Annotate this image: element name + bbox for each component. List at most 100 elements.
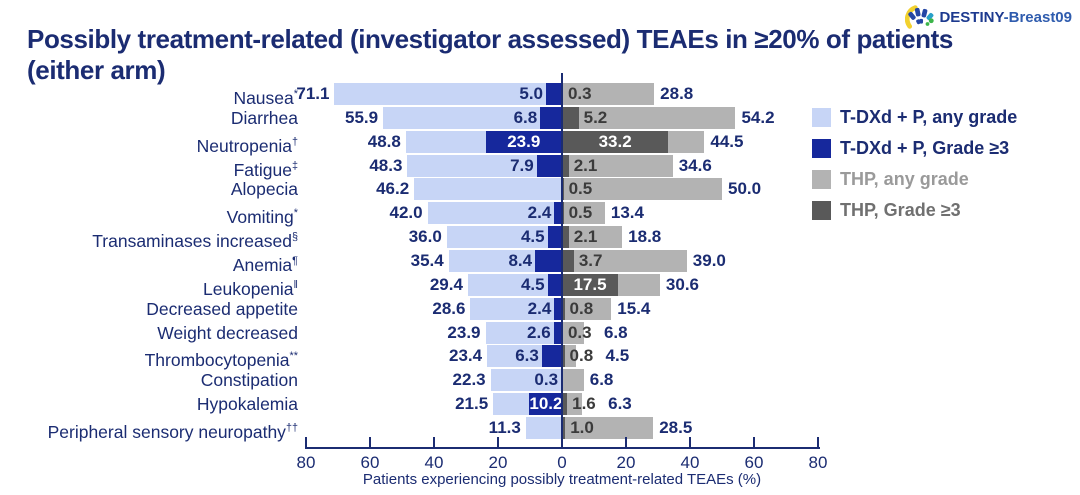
bar-thp-grade3 [562,130,669,153]
category-label: Thrombocytopenia** [144,350,298,371]
value-label-thp-grade3: 33.2 [598,131,632,151]
value-label-tdxd-any-grade: 71.1 [296,84,330,103]
value-label-tdxd-any-grade: 55.9 [345,107,379,127]
x-axis-tick-label: 80 [808,453,828,472]
value-label-tdxd-any-grade: 23.4 [449,346,483,366]
category-label: Vomiting* [226,207,298,228]
value-label-tdxd-grade3: 4.5 [520,274,545,294]
value-label-thp-grade3: 1.0 [570,417,594,437]
bar-tdxd-grade3 [536,154,562,177]
logo-text-rest: -Breast09 [1003,8,1072,26]
category-label: Neutropenia† [196,135,298,156]
title-line-2: (either arm) [27,55,166,85]
bar-thp-any-grade [562,154,673,177]
value-label-tdxd-any-grade: 23.9 [447,322,481,342]
x-axis-tick [497,437,499,449]
category-label: Hypokalemia [196,394,298,415]
value-label-thp-any-grade: 50.0 [728,179,762,199]
category-label: Decreased appetite [146,298,298,319]
legend-label-thp-any-grade: THP, any grade [840,169,969,189]
x-axis-tick [305,437,307,449]
value-label-thp-any-grade: 13.4 [610,203,644,223]
value-label-tdxd-any-grade: 29.4 [429,274,463,294]
value-label-tdxd-grade3: 7.9 [510,155,534,175]
x-axis-tick [625,437,627,449]
destiny-logo-icon [905,5,935,29]
value-label-thp-grade3: 1.6 [572,394,596,414]
legend-swatch-thp-any-grade [812,170,831,189]
value-label-tdxd-any-grade: 46.2 [376,179,410,199]
zero-axis-line [561,73,563,449]
bar-tdxd-any-grade [407,154,562,177]
bar-tdxd-grade3 [547,273,562,296]
bar-tdxd-grade3 [529,393,562,416]
value-label-tdxd-grade3: 8.4 [508,251,533,270]
value-label-thp-any-grade: 6.3 [608,394,632,414]
bar-thp-any-grade [562,297,612,320]
bar-thp-grade3 [562,226,569,249]
legend-label-thp-grade3: THP, Grade ≥3 [840,200,961,220]
bar-thp-grade3 [562,106,579,129]
category-label: Anemia¶ [232,254,298,275]
category-label: Weight decreased [157,322,298,343]
bar-thp-any-grade [562,202,605,225]
x-axis-tick [753,437,755,449]
value-label-tdxd-any-grade: 48.3 [369,155,403,175]
bar-thp-any-grade [562,321,584,344]
bar-thp-grade3 [562,273,618,296]
value-label-tdxd-any-grade: 22.3 [452,370,486,390]
bar-tdxd-any-grade [490,369,562,392]
value-label-thp-any-grade: 28.5 [659,417,693,437]
bar-tdxd-any-grade [525,416,562,439]
x-axis-line [306,447,820,449]
bar-tdxd-any-grade [485,321,562,344]
legend-item-tdxd-grade3: T-DXd + P, Grade ≥3 [812,138,1017,159]
bar-tdxd-grade3 [535,250,562,272]
value-label-tdxd-any-grade: 35.4 [410,251,444,270]
value-label-thp-grade3: 2.1 [573,227,598,247]
value-label-tdxd-grade3: 23.9 [507,131,541,151]
bar-thp-grade3 [562,297,565,320]
value-label-thp-grade3: 0.3 [567,322,592,342]
x-axis-tick-label: 40 [680,453,700,472]
legend-item-thp-any-grade: THP, any grade [812,169,1017,190]
value-label-thp-any-grade: 28.8 [660,84,694,103]
page-title: Possibly treatment-related (investigator… [27,24,953,86]
bar-thp-any-grade [562,178,722,201]
x-axis-tick [369,437,371,449]
value-label-thp-any-grade: 39.0 [692,251,726,270]
value-label-thp-any-grade: 54.2 [741,107,775,127]
value-label-tdxd-grade3: 5.0 [519,84,543,103]
bar-tdxd-grade3 [485,130,562,153]
bar-tdxd-any-grade [467,273,562,296]
bar-tdxd-grade3 [554,202,562,225]
category-label: Leukopenia‖ [203,278,298,299]
value-label-thp-grade3: 0.5 [568,179,593,199]
x-axis-tick-label: 20 [488,453,508,472]
legend-label-tdxd-any-grade: T-DXd + P, any grade [840,107,1018,127]
bar-tdxd-any-grade [448,250,562,272]
bar-thp-any-grade [562,369,584,392]
title-line-1: Possibly treatment-related (investigator… [27,24,953,54]
legend-item-thp-grade3: THP, Grade ≥3 [812,200,1017,221]
destiny-breast09-logo: DESTINY-Breast09 [905,4,1072,30]
x-axis-tick-label: 60 [744,453,764,472]
value-label-tdxd-grade3: 6.3 [515,346,539,366]
value-label-tdxd-any-grade: 21.5 [455,394,489,414]
category-label: Transaminases increased§ [92,230,298,251]
value-label-thp-grade3: 0.3 [567,84,592,103]
value-label-thp-grade3: 0.8 [569,346,594,366]
legend-swatch-tdxd-any-grade [812,108,831,127]
bar-tdxd-any-grade [334,83,562,105]
legend: T-DXd + P, any grade T-DXd + P, Grade ≥3… [812,107,1017,231]
logo-text-bold: DESTINY [939,8,1004,26]
bar-tdxd-grade3 [540,106,562,129]
bar-tdxd-grade3 [553,321,562,344]
x-axis-tick-label: 0 [557,453,567,472]
category-label: Constipation [200,370,298,391]
bar-tdxd-any-grade [470,297,562,320]
value-label-tdxd-grade3: 6.8 [513,107,538,127]
category-label: Diarrhea [230,107,298,128]
